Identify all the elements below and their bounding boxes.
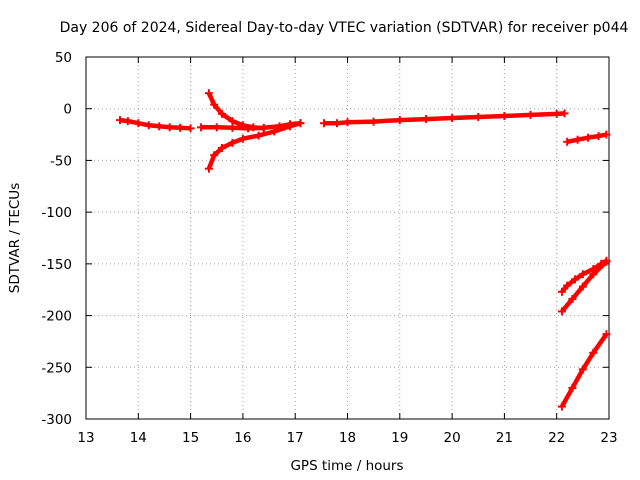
series-arc-8 xyxy=(557,257,611,316)
x-tick-label: 14 xyxy=(130,430,147,446)
x-tick-label: 23 xyxy=(600,430,617,446)
data-point xyxy=(186,124,195,133)
data-point xyxy=(563,137,572,146)
x-tick-label: 16 xyxy=(234,430,251,446)
data-point xyxy=(578,270,587,279)
data-point xyxy=(568,383,577,392)
data-point xyxy=(176,123,185,132)
x-tick-label: 21 xyxy=(496,430,513,446)
y-tick-label: -50 xyxy=(50,153,72,169)
y-tick-label: -150 xyxy=(41,257,72,273)
x-tick-label: 13 xyxy=(77,430,94,446)
data-point xyxy=(238,134,247,143)
series-arc-6 xyxy=(563,130,611,146)
series-arc-9 xyxy=(557,330,611,411)
data-point xyxy=(134,119,143,128)
x-axis-label: GPS time / hours xyxy=(290,458,403,474)
data-point xyxy=(217,109,226,118)
data-point xyxy=(285,120,294,129)
y-tick-label: -250 xyxy=(41,360,72,376)
data-point xyxy=(123,117,132,126)
y-tick-label: -200 xyxy=(41,309,72,325)
data-point xyxy=(448,114,457,123)
data-point xyxy=(197,123,206,132)
data-point xyxy=(244,124,253,133)
data-point xyxy=(254,131,263,140)
y-tick-label: -300 xyxy=(41,412,72,428)
data-point xyxy=(144,121,153,130)
series-arc-5 xyxy=(319,109,569,128)
data-point xyxy=(602,257,611,266)
y-tick-label: -100 xyxy=(41,205,72,221)
data-point xyxy=(155,122,164,131)
data-point xyxy=(578,365,587,374)
data-point xyxy=(560,109,569,118)
data-point xyxy=(165,123,174,132)
data-point xyxy=(474,112,483,121)
data-point xyxy=(578,282,587,291)
data-point xyxy=(589,270,598,279)
data-point xyxy=(319,119,328,128)
chart-title: Day 206 of 2024, Sidereal Day-to-day VTE… xyxy=(60,20,629,36)
data-point xyxy=(568,295,577,304)
series-line xyxy=(559,332,609,408)
x-tick-label: 17 xyxy=(287,430,304,446)
data-point xyxy=(228,117,237,126)
data-point xyxy=(204,164,213,173)
y-tick-label: 0 xyxy=(63,102,72,118)
data-point xyxy=(228,123,237,132)
data-point xyxy=(571,275,580,284)
data-point xyxy=(296,119,305,128)
data-series xyxy=(115,89,611,411)
y-tick-label: 50 xyxy=(55,50,72,66)
data-point xyxy=(500,111,509,120)
x-tick-label: 20 xyxy=(444,430,461,446)
data-point xyxy=(275,122,284,131)
data-point xyxy=(395,116,404,125)
data-point xyxy=(333,119,342,128)
data-point xyxy=(602,330,611,339)
x-tick-label: 18 xyxy=(339,430,356,446)
x-tick-label: 15 xyxy=(182,430,199,446)
data-point xyxy=(557,307,566,316)
tick-labels: 13 14 15 16 17 18 19 20 21 22 23 50 0 -50 -100 -150 -200… xyxy=(41,50,617,446)
data-point xyxy=(557,287,566,296)
data-point xyxy=(573,135,582,144)
data-point xyxy=(563,281,572,290)
data-point xyxy=(228,138,237,147)
data-point xyxy=(210,151,219,160)
y-axis-label: SDTVAR / TECUs xyxy=(7,183,23,293)
data-point xyxy=(217,144,226,153)
series-arc-4 xyxy=(197,119,305,133)
data-point xyxy=(526,110,535,119)
series-line xyxy=(206,92,265,131)
data-point xyxy=(589,348,598,357)
data-point xyxy=(584,133,593,142)
data-point xyxy=(210,100,219,109)
data-point xyxy=(115,116,124,125)
data-point xyxy=(602,130,611,139)
data-point xyxy=(259,123,268,132)
series-arc-1 xyxy=(115,116,195,133)
data-point xyxy=(204,89,213,98)
data-point xyxy=(552,109,561,118)
data-point xyxy=(594,132,603,141)
data-point xyxy=(421,115,430,124)
data-point xyxy=(557,402,566,411)
x-tick-label: 19 xyxy=(391,430,408,446)
data-point xyxy=(343,118,352,127)
data-point xyxy=(369,117,378,126)
data-point xyxy=(212,123,221,132)
x-tick-label: 22 xyxy=(548,430,565,446)
